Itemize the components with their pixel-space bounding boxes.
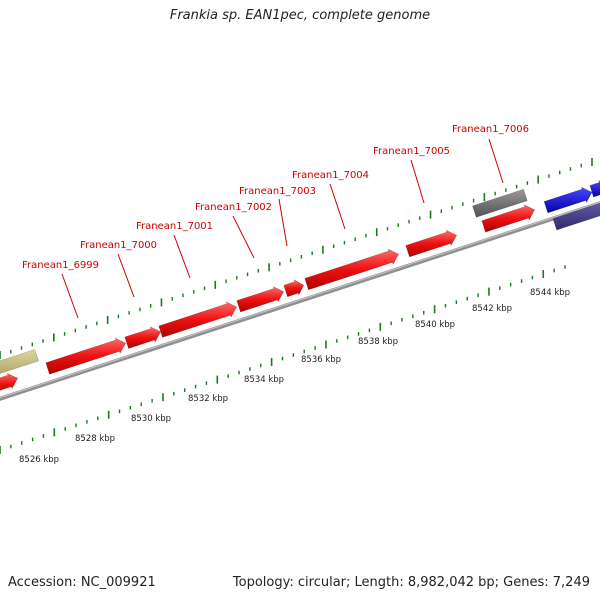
kbp-label-8530: 8530 kbp: [131, 414, 171, 424]
genome-backbone: [0, 201, 600, 401]
genome-title: Frankia sp. EAN1pec, complete genome: [169, 8, 431, 23]
gene-label-leader: [488, 138, 504, 184]
gene-arrow-franean1-7003[interactable]: [283, 279, 305, 298]
kbp-label-8540: 8540 kbp: [415, 320, 455, 330]
gene-label-leader: [173, 234, 191, 279]
upper-tick-track: [0, 158, 593, 359]
gene-arrow-partial[interactable]: [0, 372, 19, 394]
gene-track: [0, 179, 600, 394]
gene-label-franean1-7002[interactable]: Franean1_7002: [195, 202, 272, 213]
gene-label-franean1-7003[interactable]: Franean1_7003: [239, 186, 316, 197]
kbp-label-8538: 8538 kbp: [358, 337, 398, 347]
gene-arrow-franean1-7001[interactable]: [158, 301, 238, 338]
accession-text: Accession: NC_009921: [8, 575, 156, 590]
gene-label-leader: [61, 273, 79, 319]
gene-arrow-franean1-7000[interactable]: [124, 326, 162, 349]
gene-label-franean1-7001[interactable]: Franean1_7001: [136, 221, 213, 232]
gene-label-leaders: [61, 138, 504, 319]
position-labels: 8526 kbp 8528 kbp 8530 kbp 8532 kbp 8534…: [19, 288, 570, 465]
gene-label-franean1-7004[interactable]: Franean1_7004: [292, 170, 369, 181]
feature-olive[interactable]: [0, 349, 39, 380]
feature-navy[interactable]: [552, 199, 600, 231]
kbp-label-8542: 8542 kbp: [472, 304, 512, 314]
gene-label-leader: [278, 198, 288, 247]
gene-label-franean1-7000[interactable]: Franean1_7000: [80, 240, 157, 251]
kbp-label-8536: 8536 kbp: [301, 355, 341, 365]
gene-label-leader: [232, 215, 255, 259]
gene-arrow-franean1-7004[interactable]: [304, 248, 400, 291]
gene-label-leader: [329, 183, 346, 230]
gene-arrow-franean1-7002[interactable]: [236, 286, 285, 313]
gene-label-leader: [410, 159, 425, 204]
kbp-label-8526: 8526 kbp: [19, 455, 59, 465]
gene-label-franean1-7006[interactable]: Franean1_7006: [452, 124, 529, 135]
kbp-label-8534: 8534 kbp: [244, 375, 284, 385]
feature-blue[interactable]: [543, 186, 593, 214]
gene-label-leader: [117, 253, 135, 298]
gene-arrow-franean1-6999[interactable]: [45, 337, 127, 375]
gene-arrow-blue-partial[interactable]: [589, 179, 600, 198]
lower-tick-track: [0, 265, 566, 454]
gene-arrow-franean1-7006[interactable]: [481, 204, 536, 233]
genome-summary-text: Topology: circular; Length: 8,982,042 bp…: [232, 575, 590, 590]
kbp-label-8544: 8544 kbp: [530, 288, 570, 298]
gene-label-franean1-6999[interactable]: Franean1_6999: [22, 260, 99, 271]
gene-labels: Franean1_6999 Franean1_7000 Franean1_700…: [22, 124, 529, 271]
kbp-label-8532: 8532 kbp: [188, 394, 228, 404]
feature-grey[interactable]: [472, 188, 528, 218]
kbp-label-8528: 8528 kbp: [75, 434, 115, 444]
gene-arrow-franean1-7005[interactable]: [405, 229, 458, 258]
genome-backbone-highlight: [0, 201, 600, 399]
gene-label-franean1-7005[interactable]: Franean1_7005: [373, 146, 450, 157]
